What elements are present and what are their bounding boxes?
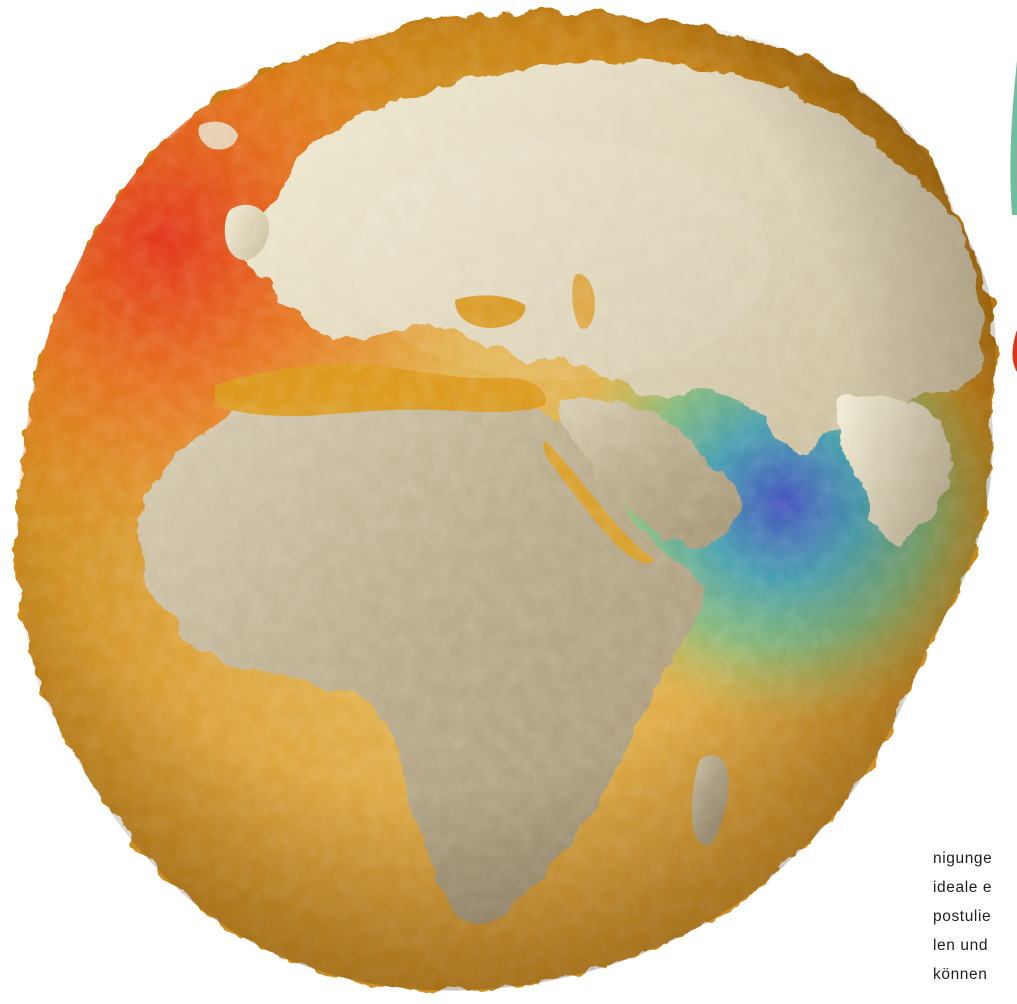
article-text-line: ideale e xyxy=(933,879,993,896)
partial-globe-edge xyxy=(1010,60,1017,372)
article-text-line: können xyxy=(933,966,988,983)
article-text-fragment: nigunge ideale e postulie len und können xyxy=(933,844,1017,989)
article-text-line: nigunge xyxy=(933,850,993,867)
article-text-line: len und xyxy=(933,937,989,954)
article-text-line: postulie xyxy=(933,908,992,925)
